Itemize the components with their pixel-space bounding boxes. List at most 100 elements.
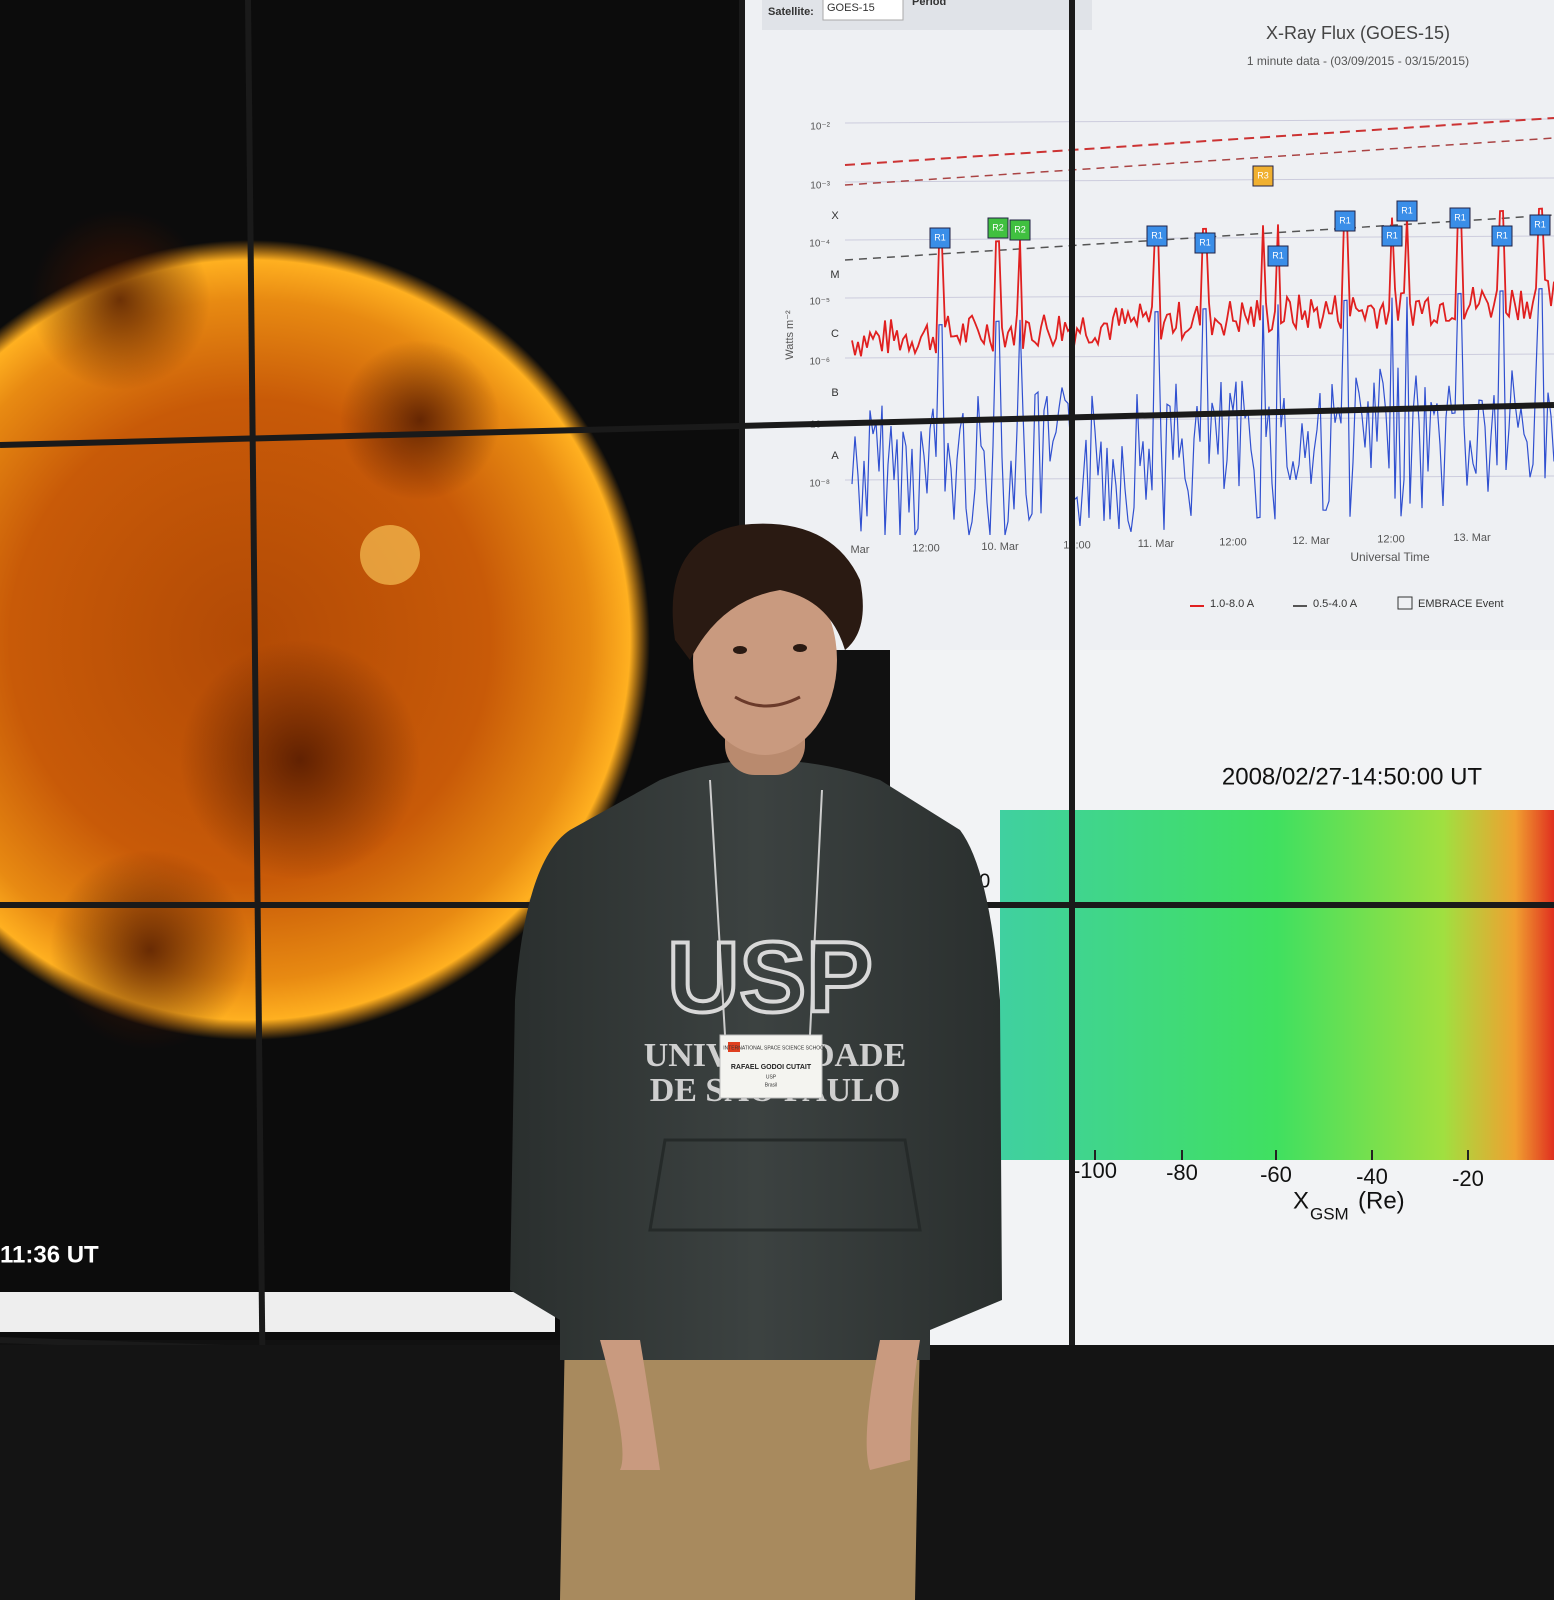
sun-texture xyxy=(180,640,420,880)
badge-name: RAFAEL GODOI CUTAIT xyxy=(731,1064,812,1071)
sun-texture xyxy=(50,850,250,1050)
grid-line xyxy=(844,353,1554,359)
hair xyxy=(672,523,863,660)
trace-0.5-4.0 xyxy=(851,287,1554,536)
badge-logo xyxy=(728,1042,740,1052)
class-label: A xyxy=(831,450,839,462)
grid-line xyxy=(844,293,1554,299)
event-marker xyxy=(929,227,951,249)
x-tick-label: -60 xyxy=(1260,1162,1292,1187)
y-tick-label: 10⁻² xyxy=(810,122,830,133)
xray-panel xyxy=(742,0,1554,650)
x-axis-label: Universal Time xyxy=(1350,550,1430,564)
event-label: R2 xyxy=(1014,224,1026,234)
lanyard xyxy=(709,779,823,1036)
event-marker xyxy=(1396,200,1418,222)
badge-affiliation: USP xyxy=(766,1074,777,1080)
event-label: R1 xyxy=(1199,237,1211,247)
class-label: X xyxy=(831,210,839,222)
x-tick-label: 10. Mar xyxy=(981,541,1019,553)
x-tick-label: 11. Mar xyxy=(1138,538,1175,550)
satellite-select[interactable] xyxy=(822,0,904,21)
satellite-label: Satellite: xyxy=(768,6,814,18)
simulation-plot xyxy=(1000,810,1554,1160)
badge-country: Brasil xyxy=(765,1082,778,1088)
y-tick-label: 10⁻³ xyxy=(810,181,830,192)
sun-texture xyxy=(30,210,210,390)
y-axis-label: Watts m⁻² xyxy=(784,310,796,360)
x-axis-subscript: GSM xyxy=(1310,1204,1349,1223)
person: USP UNIVERSIDADE DE SÃO PAULO INTERNATIO… xyxy=(510,523,1002,1600)
legend-label: 1.0-8.0 A xyxy=(1210,598,1255,610)
event-label: R1 xyxy=(1534,219,1546,229)
xray-chart: 10⁻²10⁻³10⁻⁴10⁻⁵10⁻⁶10⁻⁷10⁻⁸XMCBAMar12:0… xyxy=(809,117,1554,610)
x-axis-unit: (Re) xyxy=(1358,1187,1405,1214)
event-marker xyxy=(987,217,1009,239)
x-tick-label: -20 xyxy=(1452,1166,1484,1191)
sun-texture xyxy=(340,340,500,500)
controls-bar xyxy=(762,0,1092,30)
simulation-timestamp: 2008/02/27-14:50:00 UT xyxy=(1222,763,1483,790)
x-tick-label: 12:00 xyxy=(1219,536,1247,548)
face xyxy=(693,565,837,755)
x-axis-label: X xyxy=(1293,1187,1309,1214)
event-label: R2 xyxy=(992,222,1004,232)
x-tick-label: -40 xyxy=(1356,1164,1388,1189)
threshold-line xyxy=(844,137,1554,186)
class-label: M xyxy=(830,269,839,281)
x-tick-label: 12:00 xyxy=(1063,539,1091,551)
x-tick-label: -80 xyxy=(1166,1160,1198,1185)
event-marker xyxy=(1334,210,1356,232)
grid-line xyxy=(844,475,1554,481)
x-tick-label: 12:00 xyxy=(912,542,940,554)
eye xyxy=(793,644,807,652)
satellite-value: GOES-15 xyxy=(827,2,875,14)
x-tick-label: 12:00 xyxy=(1377,533,1405,545)
legend-label: EMBRACE Event xyxy=(1418,598,1504,610)
x-tick-label: Mar xyxy=(851,544,870,556)
threshold-line xyxy=(844,117,1554,166)
event-marker xyxy=(1267,245,1289,267)
badge-organization: INTERNATIONAL SPACE SCIENCE SCHOOL xyxy=(723,1045,827,1051)
y-tick-label: 10⁻⁶ xyxy=(809,357,830,368)
smile xyxy=(734,695,801,708)
y-tick-label: 10⁻⁵ xyxy=(809,297,830,308)
sun-timestamp: 11:36 UT xyxy=(0,1241,99,1268)
event-marker xyxy=(1009,219,1031,241)
simulation-ticks: -100 -80 -60 -40 -20 xyxy=(1073,1150,1484,1191)
chart-subtitle: 1 minute data - (03/09/2015 - 03/15/2015… xyxy=(1247,54,1469,68)
hand xyxy=(600,1340,660,1470)
hoodie-pocket xyxy=(648,1138,922,1232)
legend-swatch xyxy=(1397,596,1413,610)
event-label: R1 xyxy=(1454,212,1466,222)
event-label: R1 xyxy=(1339,215,1351,225)
event-marker xyxy=(1252,165,1274,187)
event-label: R1 xyxy=(934,232,946,242)
event-label: R1 xyxy=(1272,250,1284,260)
grid-line xyxy=(844,177,1554,183)
panel-strip xyxy=(0,1292,555,1332)
hoodie-logo: USP xyxy=(667,921,873,1033)
event-marker xyxy=(1491,225,1513,247)
y-tick-label: 10⁻⁴ xyxy=(809,239,830,250)
chart-title: X-Ray Flux (GOES-15) xyxy=(1266,23,1450,43)
eye xyxy=(733,646,747,654)
event-marker xyxy=(1146,225,1168,247)
event-label: R1 xyxy=(1496,230,1508,240)
event-label: R1 xyxy=(1401,205,1413,215)
y-tick-label: 10⁻⁸ xyxy=(809,479,830,490)
class-label: B xyxy=(831,387,838,399)
pants xyxy=(560,1330,920,1600)
event-marker xyxy=(1194,232,1216,254)
event-label: R3 xyxy=(1257,170,1269,180)
x-tick-label: -100 xyxy=(1073,1158,1117,1183)
grid-line xyxy=(844,118,1554,124)
period-label: Period xyxy=(912,0,946,8)
event-marker xyxy=(1449,207,1471,229)
sun-flare xyxy=(360,525,420,585)
x-tick-label: 13. Mar xyxy=(1453,532,1491,544)
event-marker xyxy=(1381,225,1403,247)
event-marker xyxy=(1529,214,1551,236)
